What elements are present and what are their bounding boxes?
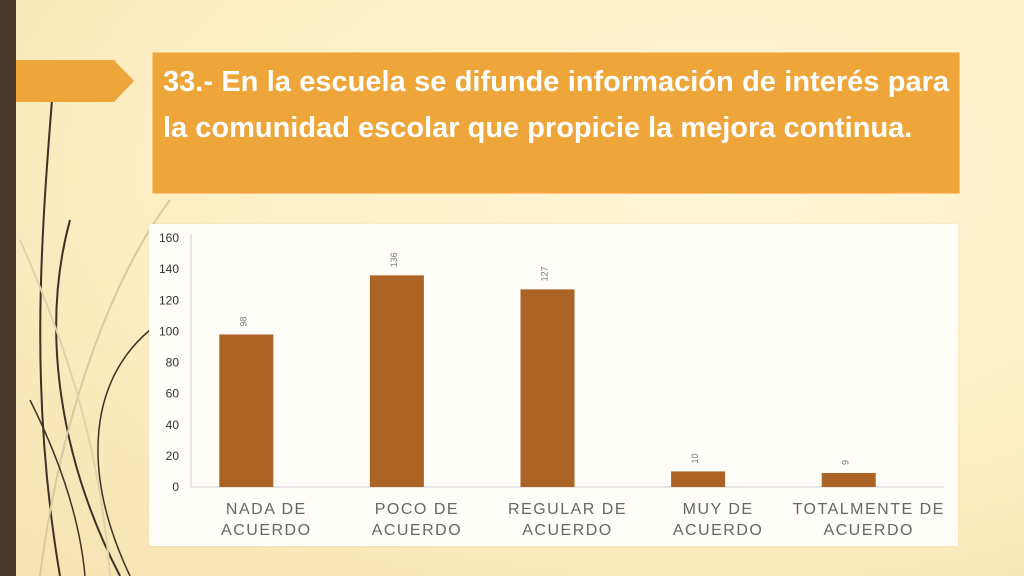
y-tick-label: 60 xyxy=(166,387,180,401)
bar xyxy=(369,275,424,487)
slide-title: 33.- En la escuela se difunde informació… xyxy=(163,66,949,144)
bar-chart: 0 20 40 60 80 100 120 140 160 98 NADA DE ACUERDO 136… xyxy=(159,231,945,539)
data-label: 127 xyxy=(540,266,550,281)
data-label: 9 xyxy=(841,460,851,465)
bar xyxy=(821,472,876,487)
y-tick-label: 160 xyxy=(159,231,179,245)
x-tick-label: ACUERDO xyxy=(673,522,764,539)
slide-title-box: 33.- En la escuela se difunde informació… xyxy=(152,52,960,194)
x-tick-label: POCO DE xyxy=(375,501,459,518)
x-tick-label: ACUERDO xyxy=(823,522,914,539)
chart-panel: 0 20 40 60 80 100 120 140 160 98 NADA DE ACUERDO 136… xyxy=(149,224,958,546)
x-tick-label: ACUERDO xyxy=(522,522,613,539)
x-tick-label: ACUERDO xyxy=(372,522,463,539)
decorative-curves xyxy=(19,99,171,576)
x-tick-label: TOTALMENTE DE xyxy=(793,501,945,518)
bar xyxy=(520,289,575,487)
bar xyxy=(219,334,274,487)
data-label: 98 xyxy=(238,316,248,326)
x-tick-label: REGULAR DE xyxy=(508,501,627,518)
data-label: 136 xyxy=(389,252,399,267)
y-tick-label: 80 xyxy=(166,356,180,370)
bar xyxy=(671,471,726,487)
data-label: 10 xyxy=(690,453,700,463)
y-tick-label: 120 xyxy=(159,293,179,307)
x-tick-label: MUY DE xyxy=(683,501,754,518)
x-tick-label: ACUERDO xyxy=(221,522,312,539)
y-tick-label: 0 xyxy=(172,480,179,494)
y-tick-label: 100 xyxy=(159,324,179,338)
y-tick-label: 20 xyxy=(166,449,180,463)
sidebar-stripe xyxy=(0,0,16,576)
y-tick-label: 40 xyxy=(166,418,180,432)
x-tick-label: NADA DE xyxy=(226,501,307,518)
arrow-right-icon xyxy=(16,60,134,102)
y-tick-label: 140 xyxy=(159,262,179,276)
